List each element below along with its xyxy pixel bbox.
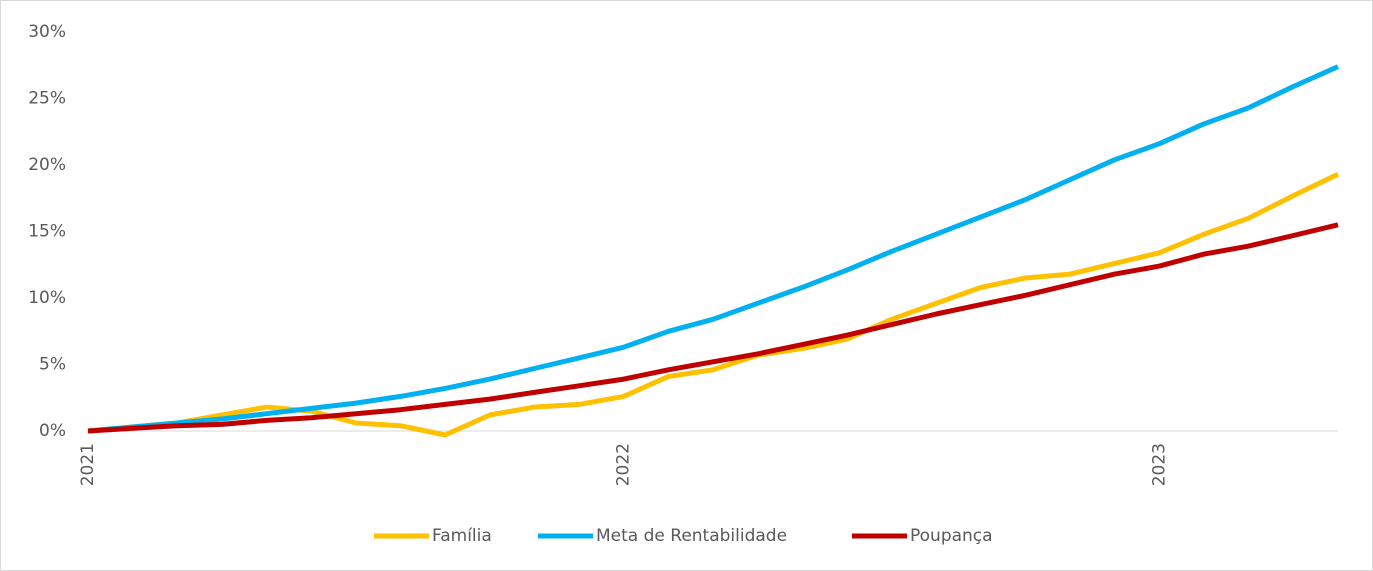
y-tick-label: 25% (28, 89, 66, 109)
y-tick-label: 0% (39, 421, 66, 441)
y-tick-label: 30% (28, 22, 66, 42)
y-tick-label: 20% (28, 155, 66, 175)
x-tick-label: 2022 (614, 443, 634, 486)
x-tick-label: 2021 (78, 443, 98, 486)
line-series (87, 222, 1339, 434)
y-tick-label: 5% (39, 355, 66, 375)
line-series (87, 64, 1340, 434)
x-tick-label: 2023 (1149, 443, 1169, 486)
legend-label: Família (432, 526, 492, 546)
legend-label: Meta de Rentabilidade (596, 526, 787, 546)
y-tick-label: 15% (28, 222, 66, 242)
legend-label: Poupança (910, 526, 993, 546)
y-tick-label: 10% (28, 288, 66, 308)
